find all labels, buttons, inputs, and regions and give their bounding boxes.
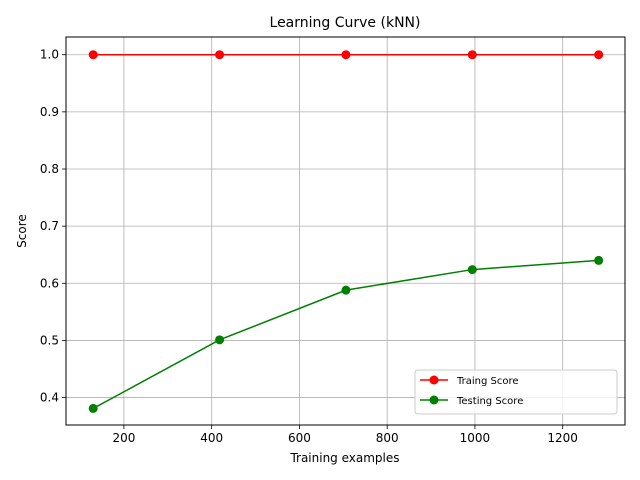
data-point	[341, 50, 351, 60]
x-tick-label: 1200	[547, 431, 578, 445]
data-point	[341, 285, 351, 295]
plot-frame	[65, 36, 626, 426]
legend-label: Testing Score	[456, 396, 523, 407]
legend-marker	[429, 395, 439, 405]
x-tick-label: 400	[200, 431, 223, 445]
x-axis-label: Training examples	[289, 451, 399, 465]
y-tick-label: 1.0	[40, 48, 59, 62]
y-tick-label: 0.6	[40, 276, 59, 290]
chart-title: Learning Curve (kNN)	[270, 15, 421, 31]
data-point	[594, 50, 604, 60]
y-tick-label: 0.7	[40, 219, 59, 233]
x-tick-label: 1000	[460, 431, 491, 445]
data-point	[594, 255, 604, 265]
data-point	[88, 50, 98, 60]
legend-box	[414, 369, 618, 415]
x-axis-ticks: 200 400 600 800 1000 1200	[112, 425, 578, 445]
x-tick-label: 800	[376, 431, 399, 445]
y-axis-label: Score	[15, 214, 29, 248]
y-tick-label: 0.8	[40, 162, 59, 176]
data-point	[467, 50, 477, 60]
y-tick-label: 0.4	[40, 391, 59, 405]
x-tick-label: 600	[288, 431, 311, 445]
x-tick-label: 200	[112, 431, 135, 445]
y-tick-label: 0.9	[40, 105, 59, 119]
series-layer	[88, 50, 604, 413]
y-axis-ticks: 0.4 0.5 0.6 0.7 0.8 0.9 1.0	[40, 48, 66, 405]
y-tick-label: 0.5	[40, 333, 59, 347]
data-point	[467, 265, 477, 275]
data-point	[215, 50, 225, 60]
grid	[66, 37, 625, 425]
data-point	[88, 403, 98, 413]
legend-label: Traing Score	[456, 376, 519, 387]
legend-marker	[429, 375, 439, 385]
data-point	[215, 335, 225, 345]
legend: Traing Score Testing Score	[414, 369, 618, 415]
